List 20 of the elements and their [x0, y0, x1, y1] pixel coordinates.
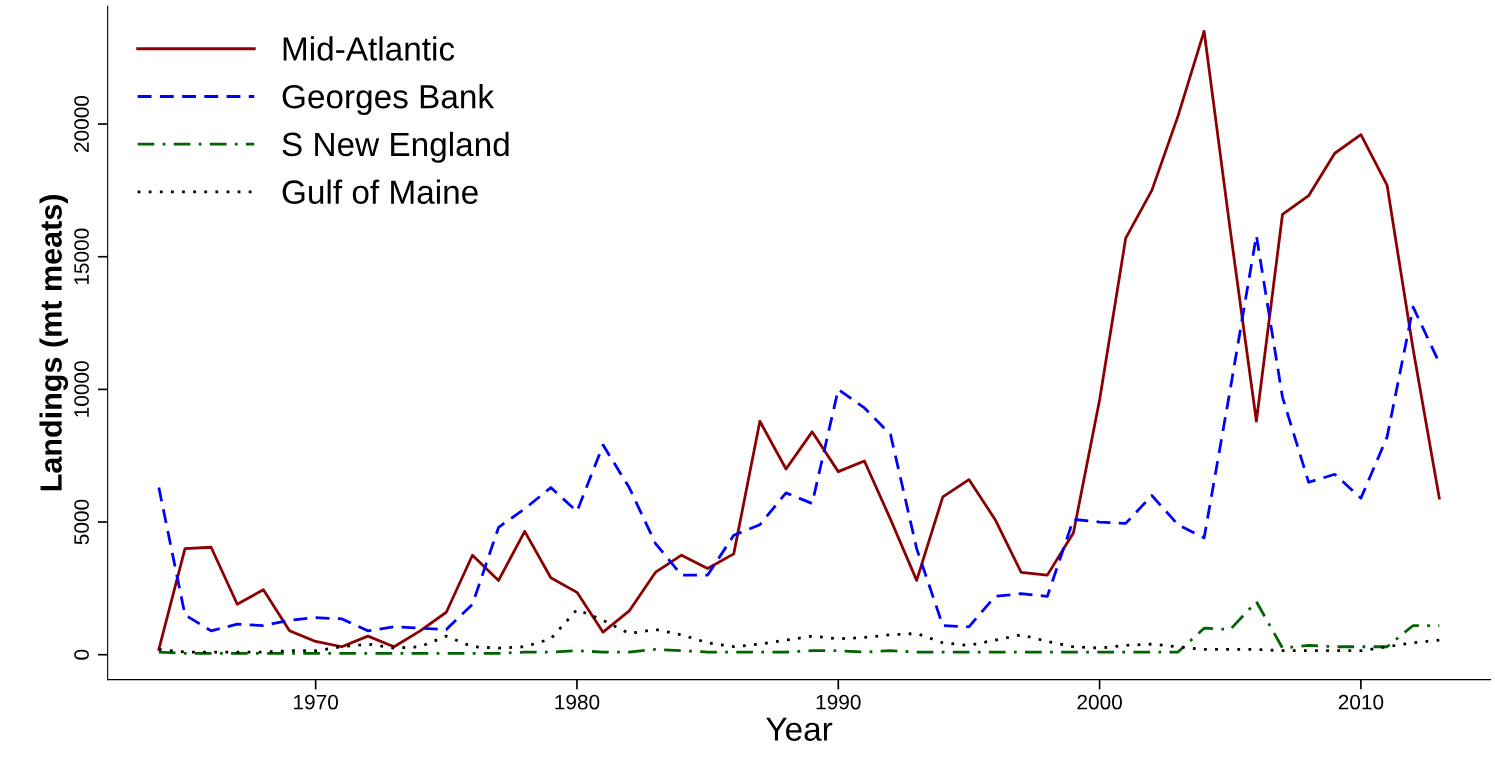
y-tick-label: 20000: [74, 95, 89, 152]
x-tick-label: 2010: [1338, 694, 1384, 710]
x-tick-label: 1990: [816, 694, 861, 710]
y-tick-label: 10000: [74, 361, 89, 417]
line-series: [157, 29, 1441, 651]
legend-label: Georges Bank: [282, 84, 495, 116]
x-tick-label: 1970: [294, 694, 339, 710]
line-series: [157, 600, 1441, 655]
y-axis-title: Landings (mt meats): [39, 195, 69, 491]
y-tick-label: 0: [74, 649, 89, 660]
legend-label: Gulf of Maine: [282, 179, 478, 204]
legend-label: Mid-Atlantic: [283, 36, 455, 61]
legend-label: S New England: [282, 131, 509, 163]
y-tick-label: 5000: [74, 499, 89, 545]
x-tick-label: 2000: [1077, 694, 1122, 710]
x-axis-title: Year: [766, 717, 833, 741]
line-series: [157, 608, 1441, 654]
line-series: [157, 234, 1441, 633]
y-tick-label: 15000: [74, 228, 89, 285]
x-tick-label: 1980: [555, 694, 600, 710]
